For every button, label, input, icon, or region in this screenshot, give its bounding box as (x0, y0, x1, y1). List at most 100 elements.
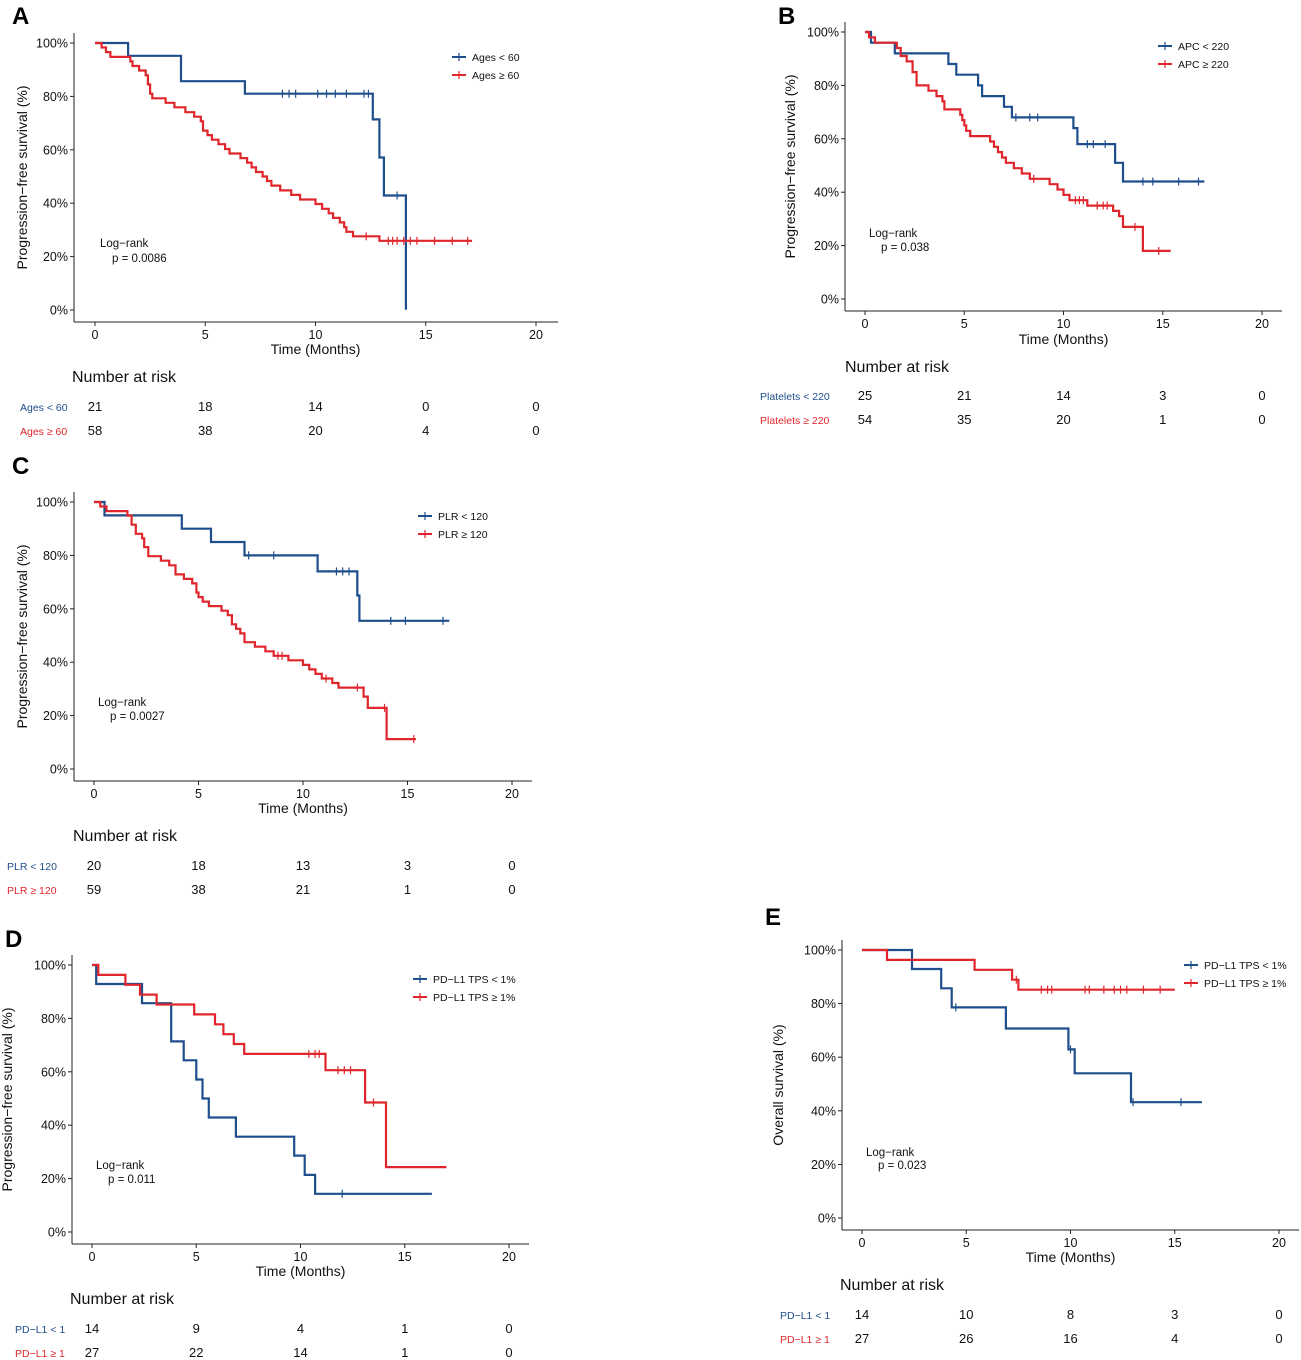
panel-letter: D (5, 926, 22, 953)
risk-count: 21 (296, 882, 310, 897)
p-value-label: p = 0.023 (878, 1160, 926, 1172)
panel-letter: B (778, 3, 795, 30)
risk-count: 20 (1056, 412, 1070, 427)
x-tick-label: 0 (91, 787, 98, 801)
y-tick-label: 60% (41, 1065, 66, 1079)
risk-count: 21 (957, 388, 971, 403)
x-tick-label: 20 (529, 328, 543, 342)
risk-count: 14 (85, 1321, 99, 1336)
x-tick-label: 10 (296, 787, 310, 801)
panel-letter: A (12, 3, 29, 30)
risk-count: 18 (191, 858, 205, 873)
log-rank-label: Log−rank (869, 228, 918, 240)
x-tick-label: 0 (92, 328, 99, 342)
x-tick-label: 20 (502, 1250, 516, 1264)
y-tick-label: 40% (43, 197, 68, 211)
risk-row-label: Ages ≥ 60 (20, 426, 67, 438)
risk-count: 1 (401, 1321, 408, 1336)
x-tick-label: 15 (1156, 317, 1170, 331)
series-line-2 (862, 948, 1175, 991)
risk-count: 0 (1275, 1307, 1282, 1322)
legend-label-2: PLR ≥ 120 (438, 529, 488, 541)
risk-count: 0 (1258, 412, 1265, 427)
legend-label-1: APC < 220 (1178, 41, 1229, 53)
risk-count: 54 (858, 412, 872, 427)
y-tick-label: 100% (34, 959, 66, 973)
risk-count: 0 (532, 399, 539, 414)
y-tick-label: 40% (814, 186, 839, 200)
x-axis-title: Time (Months) (1019, 331, 1109, 347)
panel-a: A 0% 20% 40% 60% 80% 100% 0 5 10 15 20 Time (Months)… (12, 3, 558, 438)
risk-table-title: Number at risk (845, 359, 950, 376)
y-tick-label: 0% (818, 1212, 836, 1226)
y-tick-label: 60% (43, 602, 68, 616)
risk-count: 1 (401, 1345, 408, 1360)
panel-e: E 0% 20% 40% 60% 80% 100% 0 5 10 15 20 Time (Months)… (765, 904, 1299, 1346)
risk-count: 9 (193, 1321, 200, 1336)
y-tick-label: 100% (36, 496, 68, 510)
risk-count: 0 (505, 1321, 512, 1336)
risk-count: 59 (87, 882, 101, 897)
risk-count: 16 (1063, 1331, 1077, 1346)
x-axis-title: Time (Months) (1026, 1249, 1116, 1265)
y-tick-label: 40% (41, 1119, 66, 1133)
risk-count: 27 (85, 1345, 99, 1360)
y-tick-label: 20% (41, 1172, 66, 1186)
risk-row-label: Platelets ≥ 220 (760, 415, 830, 427)
y-tick-label: 0% (50, 763, 68, 777)
x-tick-label: 10 (1064, 1236, 1078, 1250)
x-tick-label: 20 (1272, 1236, 1286, 1250)
risk-count: 20 (308, 423, 322, 438)
y-tick-label: 60% (43, 143, 68, 157)
x-tick-label: 0 (862, 317, 869, 331)
x-axis-title: Time (Months) (271, 341, 361, 357)
legend-label-2: Ages ≥ 60 (472, 70, 519, 82)
series-line-1 (865, 30, 1205, 183)
y-axis-title: Progression−free survival (%) (0, 1007, 15, 1191)
risk-count: 13 (296, 858, 310, 873)
y-tick-label: 80% (43, 90, 68, 104)
log-rank-label: Log−rank (100, 238, 149, 250)
risk-count: 0 (422, 399, 429, 414)
risk-row-label: PLR ≥ 120 (7, 885, 57, 897)
y-tick-label: 0% (50, 304, 68, 318)
x-tick-label: 0 (89, 1250, 96, 1264)
risk-count: 0 (505, 1345, 512, 1360)
risk-count: 4 (1171, 1331, 1178, 1346)
series-line-2 (92, 963, 447, 1169)
risk-count: 10 (959, 1307, 973, 1322)
y-tick-label: 20% (811, 1158, 836, 1172)
legend-label-2: APC ≥ 220 (1178, 59, 1229, 71)
y-tick-label: 0% (821, 293, 839, 307)
y-tick-label: 60% (811, 1051, 836, 1065)
x-tick-label: 20 (1255, 317, 1269, 331)
risk-row-label: PD−L1 ≥ 1 (780, 1334, 830, 1346)
p-value-label: p = 0.0027 (110, 711, 165, 723)
y-axis-title: Progression−free survival (%) (14, 85, 30, 269)
y-tick-label: 20% (43, 250, 68, 264)
risk-count: 4 (297, 1321, 304, 1336)
x-axis-title: Time (Months) (256, 1263, 346, 1279)
y-tick-label: 20% (814, 239, 839, 253)
legend-label-2: PD−L1 TPS ≥ 1% (433, 992, 515, 1004)
risk-count: 0 (1258, 388, 1265, 403)
p-value-label: p = 0.011 (108, 1174, 155, 1186)
x-tick-label: 10 (294, 1250, 308, 1264)
risk-table-title: Number at risk (840, 1277, 945, 1294)
y-axis-title: Progression−free survival (%) (782, 74, 798, 258)
y-tick-label: 40% (43, 656, 68, 670)
risk-count: 38 (191, 882, 205, 897)
risk-count: 0 (508, 882, 515, 897)
log-rank-label: Log−rank (96, 1160, 145, 1172)
x-tick-label: 20 (505, 787, 519, 801)
risk-row-label: PD−L1 < 1 (780, 1310, 830, 1322)
risk-count: 35 (957, 412, 971, 427)
risk-count: 4 (422, 423, 429, 438)
x-tick-label: 10 (309, 328, 323, 342)
x-tick-label: 15 (419, 328, 433, 342)
risk-table-title: Number at risk (73, 828, 178, 845)
risk-table-title: Number at risk (70, 1291, 175, 1308)
y-tick-label: 20% (43, 709, 68, 723)
